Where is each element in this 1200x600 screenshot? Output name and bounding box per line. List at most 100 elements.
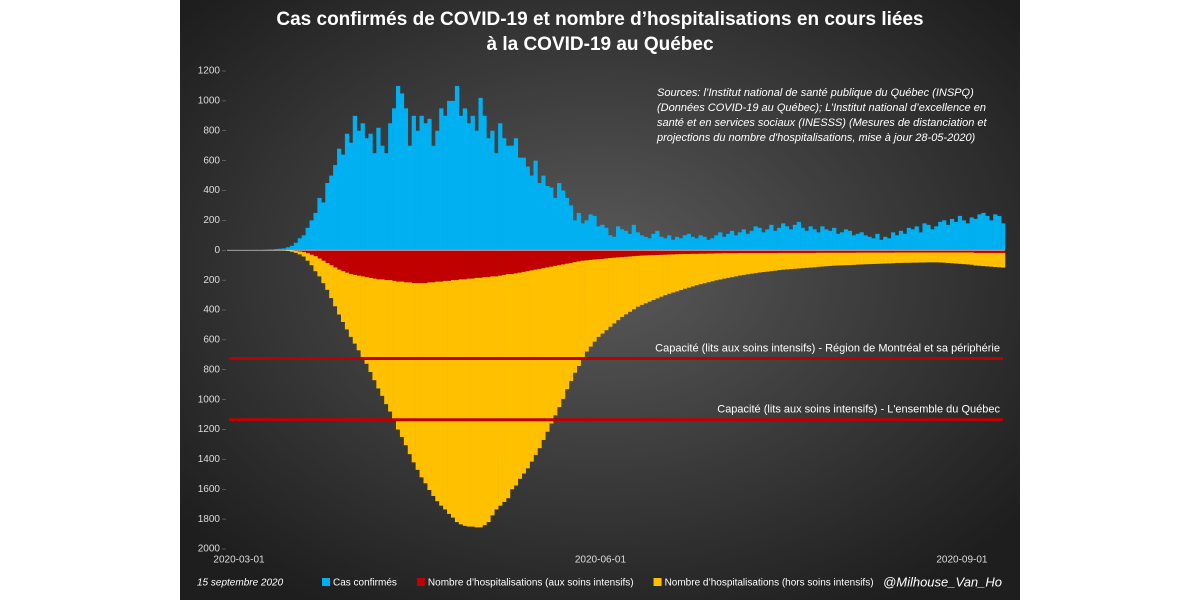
bar (395, 85, 401, 251)
bar (568, 250, 574, 263)
bar (985, 250, 990, 253)
bar (623, 250, 629, 257)
bar (627, 250, 633, 257)
bar (560, 250, 566, 265)
bar (733, 253, 739, 277)
legend-swatch (322, 578, 330, 586)
bar (698, 253, 703, 285)
legend-item: Cas confirmés (322, 578, 397, 589)
bar (321, 260, 326, 284)
bar (513, 273, 519, 486)
bar (824, 252, 829, 267)
bar (533, 160, 538, 251)
bar (792, 250, 798, 253)
bar (490, 276, 495, 516)
bar (337, 269, 342, 315)
y-tick-label: 200 (203, 215, 220, 226)
bar (902, 250, 908, 253)
bar (639, 250, 644, 256)
bar (761, 253, 766, 273)
bar (891, 252, 896, 264)
bar (564, 197, 570, 251)
bar (513, 138, 519, 251)
bar (454, 280, 460, 523)
bar (529, 250, 534, 271)
bar (667, 254, 672, 294)
bar (851, 252, 856, 265)
bar (737, 232, 743, 251)
bar (564, 250, 570, 264)
bar (706, 250, 711, 254)
bar (781, 250, 786, 253)
bar (604, 250, 609, 259)
bar (604, 258, 609, 331)
bar (450, 280, 456, 518)
bar (879, 250, 884, 253)
bar (285, 250, 291, 251)
bar (993, 214, 998, 251)
bar (600, 258, 605, 334)
bar (301, 250, 306, 253)
bar (969, 250, 974, 253)
bar (344, 272, 350, 330)
bar (922, 223, 927, 251)
bar (788, 250, 794, 253)
y-tick-label: 800 (203, 364, 220, 375)
bar (918, 252, 923, 263)
bar (800, 250, 805, 253)
bar (427, 282, 432, 490)
bar (914, 250, 919, 253)
bar (671, 250, 676, 255)
bar (388, 250, 393, 281)
bar (403, 282, 409, 446)
bar (973, 250, 978, 253)
bar (521, 250, 526, 272)
bar (718, 253, 723, 280)
bar (631, 224, 636, 251)
legend-item: Nombre d’hospitalisations (hors soins in… (653, 578, 874, 589)
bar (505, 145, 511, 251)
bar (973, 218, 978, 251)
bar (851, 235, 856, 251)
x-tick-label: 2020-09-01 (936, 555, 988, 566)
bar (478, 277, 483, 528)
bar (631, 250, 636, 257)
bar (887, 238, 892, 251)
bar (612, 236, 617, 251)
bar (360, 250, 365, 277)
bar (784, 250, 790, 253)
bar (348, 250, 354, 275)
bar (305, 250, 310, 254)
bar (694, 238, 699, 251)
annotation: Sources: l’Institut national de santé pu… (657, 87, 974, 99)
annotation: santé et en services sociaux (INESSS) (M… (657, 117, 987, 129)
bar (572, 250, 578, 263)
bar (482, 250, 487, 278)
bar (627, 256, 633, 312)
bar (808, 250, 813, 253)
bar (388, 123, 393, 251)
bar (337, 148, 342, 251)
bar (839, 252, 845, 266)
bar (910, 250, 915, 253)
bar (458, 250, 464, 280)
bar (580, 250, 585, 261)
bar (737, 250, 743, 254)
bar (930, 252, 935, 263)
bar (729, 250, 735, 254)
bar (686, 233, 691, 251)
bar (498, 275, 503, 506)
bar (812, 229, 817, 251)
bar (435, 281, 440, 502)
bar (439, 108, 444, 251)
bar (557, 183, 562, 251)
bar (545, 267, 550, 432)
bar (820, 252, 825, 267)
bar (906, 227, 911, 251)
annotation: (Données COVID-19 au Québec); L’Institut… (657, 102, 986, 114)
bar (317, 197, 322, 251)
bar (965, 223, 970, 251)
bar (832, 252, 837, 266)
bar (777, 250, 782, 253)
bar (867, 252, 872, 265)
